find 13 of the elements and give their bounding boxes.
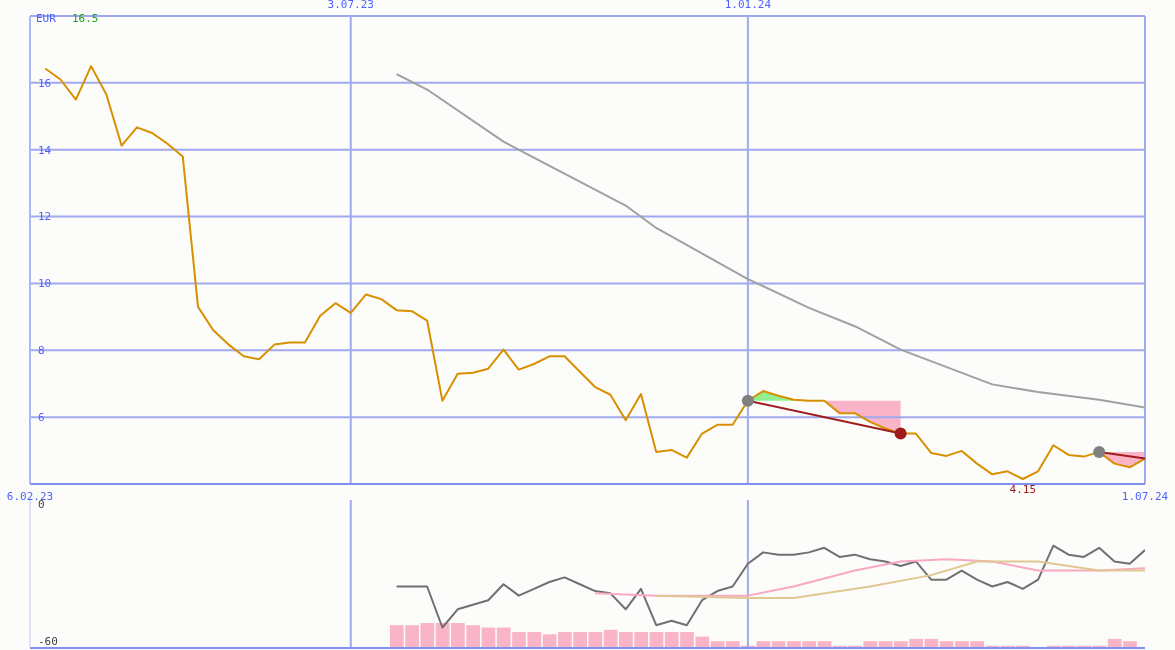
y-tick-label: 14 (38, 143, 52, 157)
y-tick-label: 8 (38, 344, 45, 358)
y-tick-label: 16 (38, 76, 52, 90)
y-tick-label: -60 (38, 635, 58, 649)
y-axis-title: EUR (36, 12, 57, 25)
x-tick-label: 1.07.24 (1121, 489, 1169, 503)
y-tick-label: 12 (38, 210, 52, 224)
annotation: 16.5 (72, 12, 99, 25)
x2-tick-label: 1.01.24 (724, 0, 772, 11)
annotation: 4.15 (1009, 482, 1037, 496)
x2-tick-label: 3.07.23 (327, 0, 374, 11)
y-tick-label: 6 (38, 411, 45, 425)
y-tick-label: 10 (38, 277, 52, 291)
